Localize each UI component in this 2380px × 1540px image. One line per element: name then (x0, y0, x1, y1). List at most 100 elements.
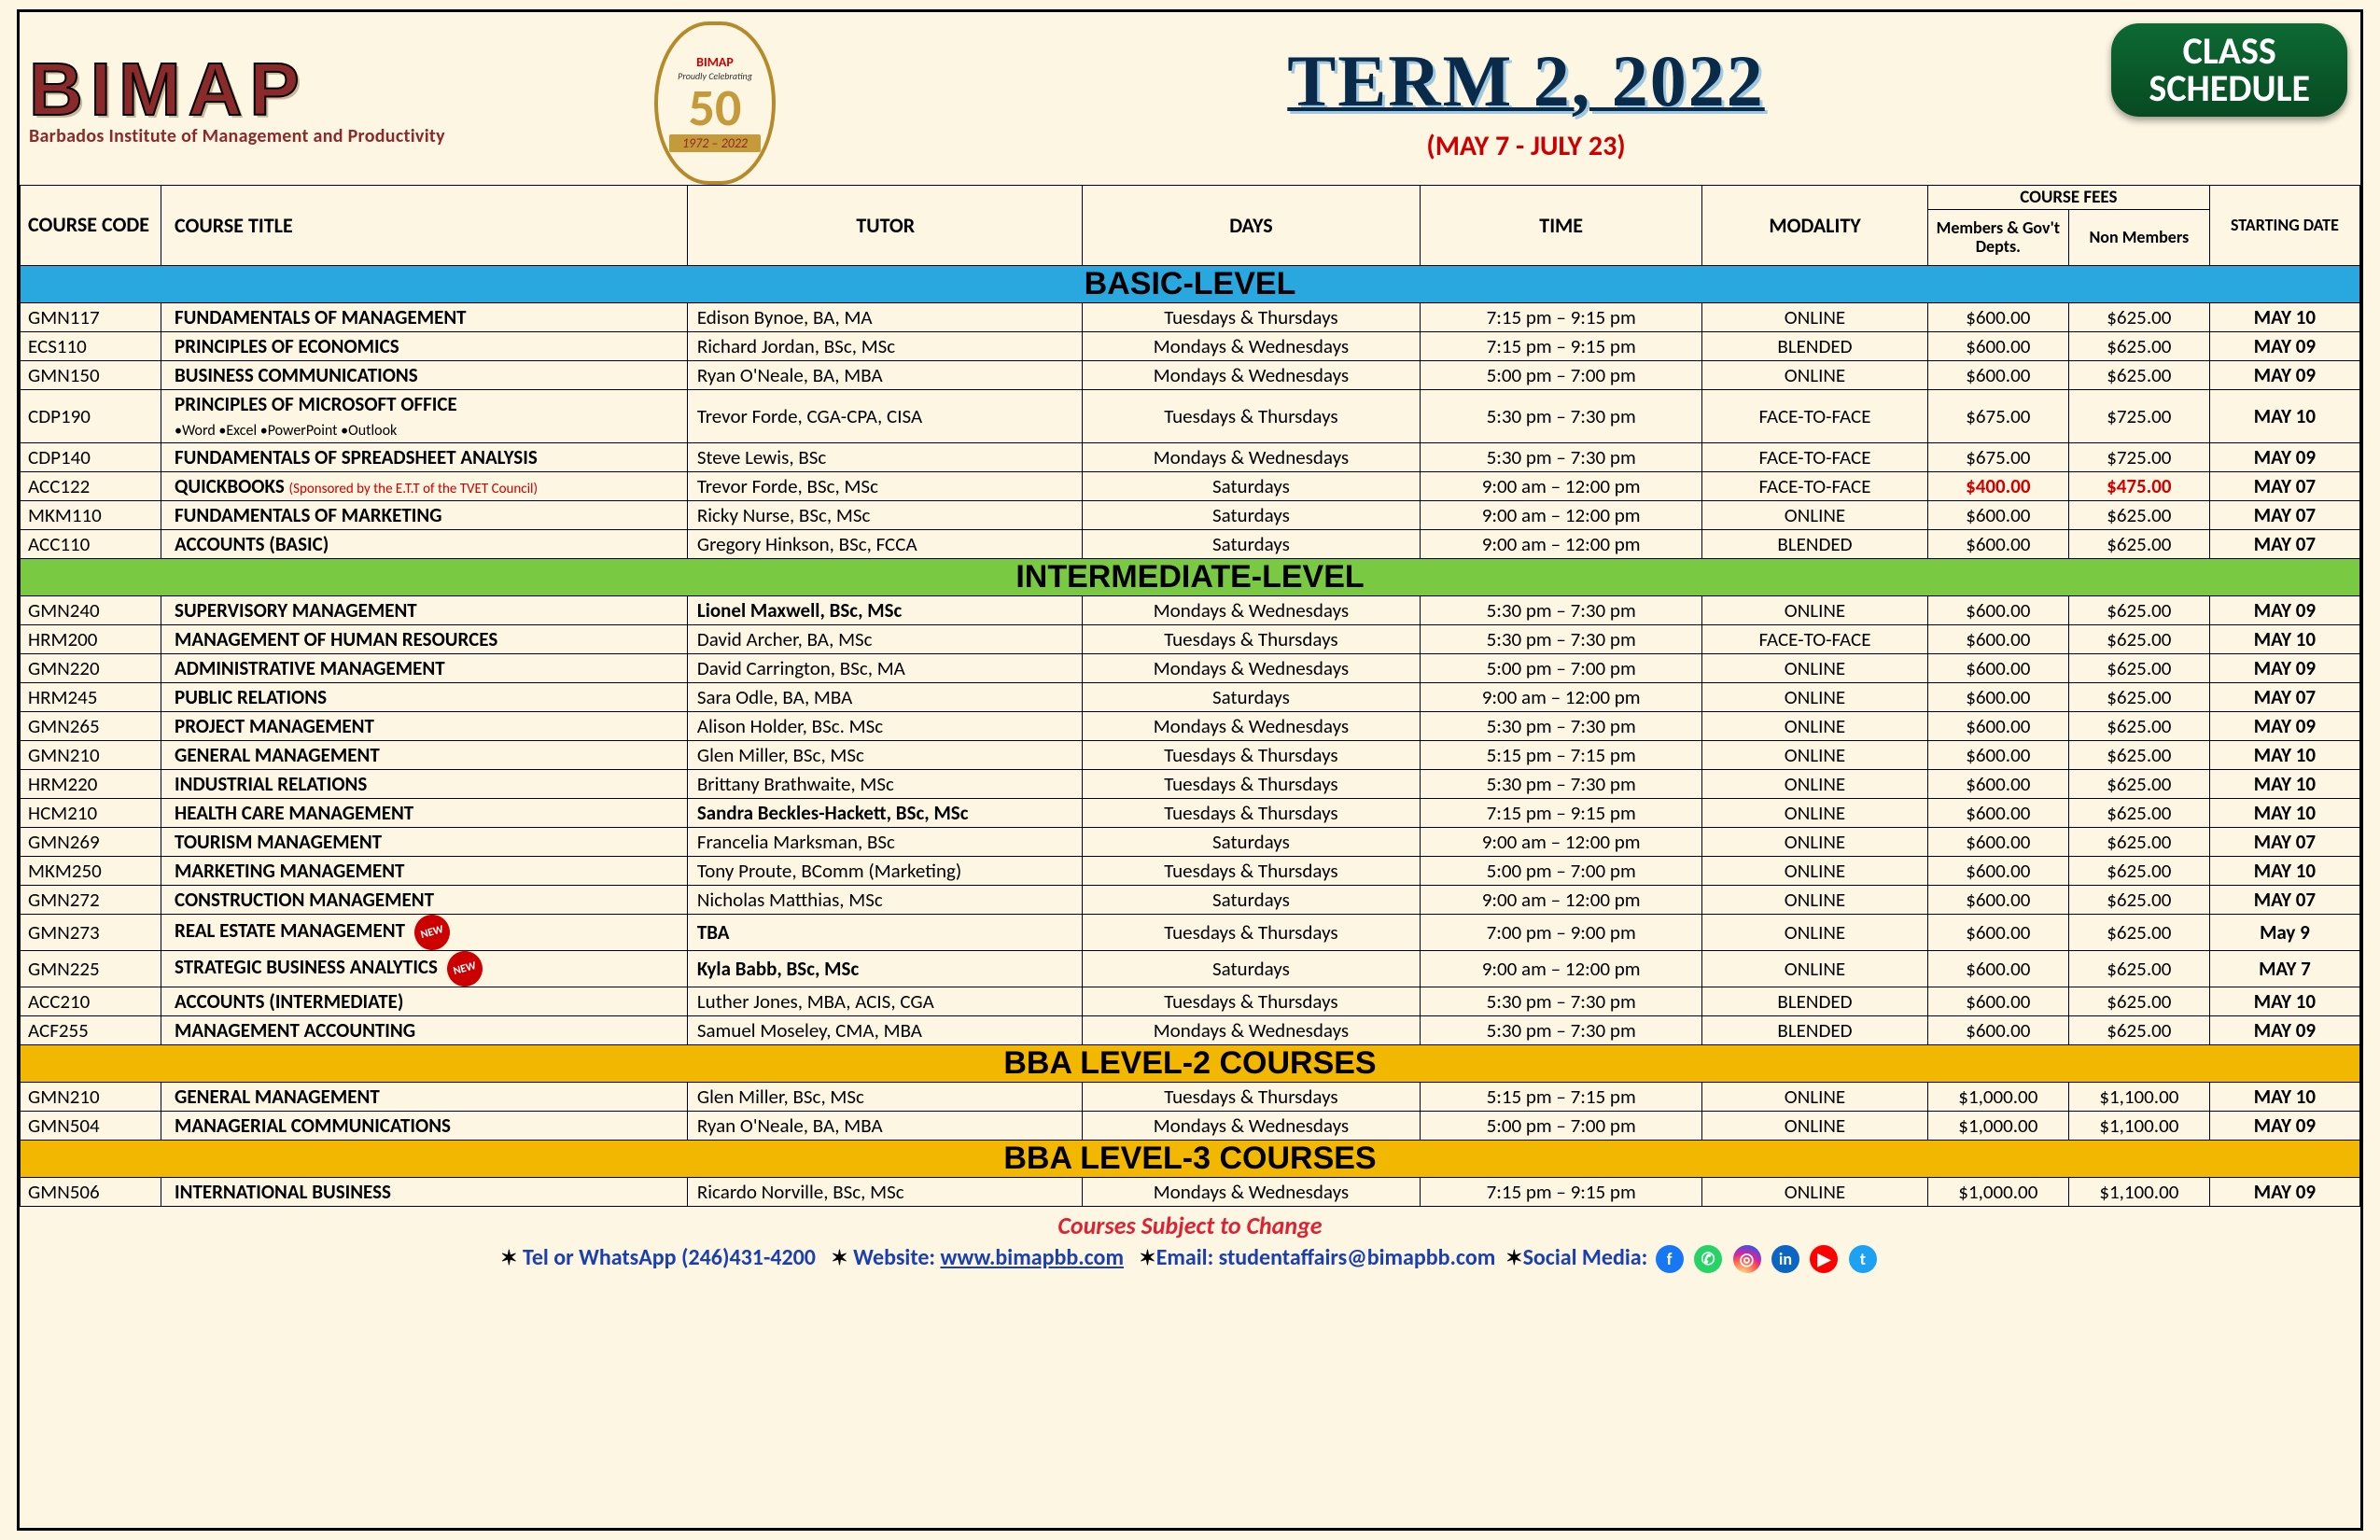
cell-tutor: Ricardo Norville, BSc, MSc (687, 1178, 1082, 1207)
cell-time: 7:15 pm – 9:15 pm (1421, 799, 1702, 828)
cell-date: MAY 7 (2209, 951, 2359, 987)
table-body: BASIC-LEVEL GMN117 FUNDAMENTALS OF MANAG… (21, 266, 2360, 1207)
cell-code: GMN269 (21, 828, 161, 857)
cell-modality: ONLINE (1702, 857, 1928, 886)
th-fee-members: Members & Gov't Depts. (1927, 210, 2068, 266)
cell-modality: ONLINE (1702, 1112, 1928, 1141)
cell-fee-member: $600.00 (1927, 596, 2068, 625)
cell-time: 9:00 am – 12:00 pm (1421, 951, 1702, 987)
cell-days: Saturdays (1082, 951, 1420, 987)
th-days: DAYS (1082, 186, 1420, 266)
cell-date: MAY 09 (2209, 1016, 2359, 1045)
cell-time: 9:00 am – 12:00 pm (1421, 472, 1702, 501)
cell-title: PROJECT MANAGEMENT (161, 712, 688, 741)
table-row: ACC110 ACCOUNTS (BASIC) Gregory Hinkson,… (21, 530, 2360, 559)
cell-days: Mondays & Wednesdays (1082, 1112, 1420, 1141)
cell-date: May 9 (2209, 915, 2359, 951)
website-link[interactable]: www.bimapbb.com (940, 1244, 1124, 1271)
cell-modality: BLENDED (1702, 1016, 1928, 1045)
cell-fee-member: $600.00 (1927, 712, 2068, 741)
cell-time: 9:00 am – 12:00 pm (1421, 828, 1702, 857)
cell-fee-member: $600.00 (1927, 530, 2068, 559)
cell-time: 9:00 am – 12:00 pm (1421, 501, 1702, 530)
cell-date: MAY 09 (2209, 361, 2359, 390)
table-row: GMN265 PROJECT MANAGEMENT Alison Holder,… (21, 712, 2360, 741)
schedule-badge-line2: SCHEDULE (2149, 70, 2310, 107)
th-modality: MODALITY (1702, 186, 1928, 266)
cell-fee-non: $725.00 (2068, 443, 2209, 472)
page-subtitle: (MAY 7 - JULY 23) (701, 129, 2351, 163)
cell-code: ECS110 (21, 332, 161, 361)
cell-date: MAY 09 (2209, 596, 2359, 625)
table-row: GMN220 ADMINISTRATIVE MANAGEMENT David C… (21, 654, 2360, 683)
cell-date: MAY 07 (2209, 530, 2359, 559)
cell-time: 5:30 pm – 7:30 pm (1421, 770, 1702, 799)
cell-title: MARKETING MANAGEMENT (161, 857, 688, 886)
cell-time: 9:00 am – 12:00 pm (1421, 683, 1702, 712)
cell-tutor: Trevor Forde, CGA-CPA, CISA (687, 390, 1082, 443)
cell-fee-member: $1,000.00 (1927, 1178, 2068, 1207)
cell-code: GMN210 (21, 1083, 161, 1112)
cell-title: PRINCIPLES OF MICROSOFT OFFICE•Word •Exc… (161, 390, 688, 443)
instagram-icon[interactable]: ◎ (1733, 1245, 1761, 1273)
cell-fee-member: $600.00 (1927, 770, 2068, 799)
th-fees-label: COURSE FEES (1927, 186, 2209, 210)
cell-days: Tuesdays & Thursdays (1082, 915, 1420, 951)
cell-date: MAY 10 (2209, 625, 2359, 654)
cell-time: 5:30 pm – 7:30 pm (1421, 390, 1702, 443)
cell-code: HRM220 (21, 770, 161, 799)
cell-time: 5:30 pm – 7:30 pm (1421, 1016, 1702, 1045)
linkedin-icon[interactable]: in (1771, 1245, 1799, 1273)
cell-fee-non: $625.00 (2068, 303, 2209, 332)
cell-code: GMN225 (21, 951, 161, 987)
cell-code: GMN210 (21, 741, 161, 770)
facebook-icon[interactable]: f (1656, 1245, 1684, 1273)
table-row: GMN269 TOURISM MANAGEMENT Francelia Mark… (21, 828, 2360, 857)
cell-days: Mondays & Wednesdays (1082, 712, 1420, 741)
cell-date: MAY 07 (2209, 472, 2359, 501)
cell-time: 5:30 pm – 7:30 pm (1421, 712, 1702, 741)
cell-modality: ONLINE (1702, 501, 1928, 530)
youtube-icon[interactable]: ▶ (1810, 1245, 1838, 1273)
cell-fee-non: $625.00 (2068, 741, 2209, 770)
new-icon: NEW (413, 913, 452, 952)
whatsapp-icon[interactable]: ✆ (1694, 1245, 1722, 1273)
table-row: HRM220 INDUSTRIAL RELATIONS Brittany Bra… (21, 770, 2360, 799)
cell-title: SUPERVISORY MANAGEMENT (161, 596, 688, 625)
table-row: GMN210 GENERAL MANAGEMENT Glen Miller, B… (21, 1083, 2360, 1112)
logo-text: BIMAP (29, 56, 701, 123)
cell-fee-non: $1,100.00 (2068, 1112, 2209, 1141)
cell-code: CDP140 (21, 443, 161, 472)
cell-code: GMN504 (21, 1112, 161, 1141)
twitter-icon[interactable]: t (1849, 1245, 1877, 1273)
cell-title: MANAGEMENT OF HUMAN RESOURCES (161, 625, 688, 654)
cell-date: MAY 09 (2209, 1112, 2359, 1141)
cell-date: MAY 07 (2209, 501, 2359, 530)
cell-tutor: Sandra Beckles-Hackett, BSc, MSc (687, 799, 1082, 828)
cell-date: MAY 10 (2209, 857, 2359, 886)
table-row: MKM110 FUNDAMENTALS OF MARKETING Ricky N… (21, 501, 2360, 530)
cell-tutor: Ryan O'Neale, BA, MBA (687, 1112, 1082, 1141)
cell-tutor: Nicholas Matthias, MSc (687, 886, 1082, 915)
cell-fee-non: $625.00 (2068, 712, 2209, 741)
cell-fee-member: $600.00 (1927, 683, 2068, 712)
table-row: HRM245 PUBLIC RELATIONS Sara Odle, BA, M… (21, 683, 2360, 712)
cell-fee-member: $675.00 (1927, 390, 2068, 443)
cell-fee-non: $625.00 (2068, 361, 2209, 390)
cell-days: Saturdays (1082, 683, 1420, 712)
cell-title: INTERNATIONAL BUSINESS (161, 1178, 688, 1207)
cell-fee-non: $625.00 (2068, 332, 2209, 361)
cell-code: GMN506 (21, 1178, 161, 1207)
schedule-badge: CLASS SCHEDULE (2111, 23, 2347, 117)
cell-code: GMN265 (21, 712, 161, 741)
cell-time: 5:30 pm – 7:30 pm (1421, 443, 1702, 472)
th-time: TIME (1421, 186, 1702, 266)
cell-code: ACF255 (21, 1016, 161, 1045)
cell-tutor: Francelia Marksman, BSc (687, 828, 1082, 857)
cell-tutor: Glen Miller, BSc, MSc (687, 741, 1082, 770)
cell-days: Saturdays (1082, 530, 1420, 559)
cell-date: MAY 10 (2209, 741, 2359, 770)
cell-fee-member: $600.00 (1927, 886, 2068, 915)
th-start: STARTING DATE (2209, 186, 2359, 266)
cell-title: TOURISM MANAGEMENT (161, 828, 688, 857)
